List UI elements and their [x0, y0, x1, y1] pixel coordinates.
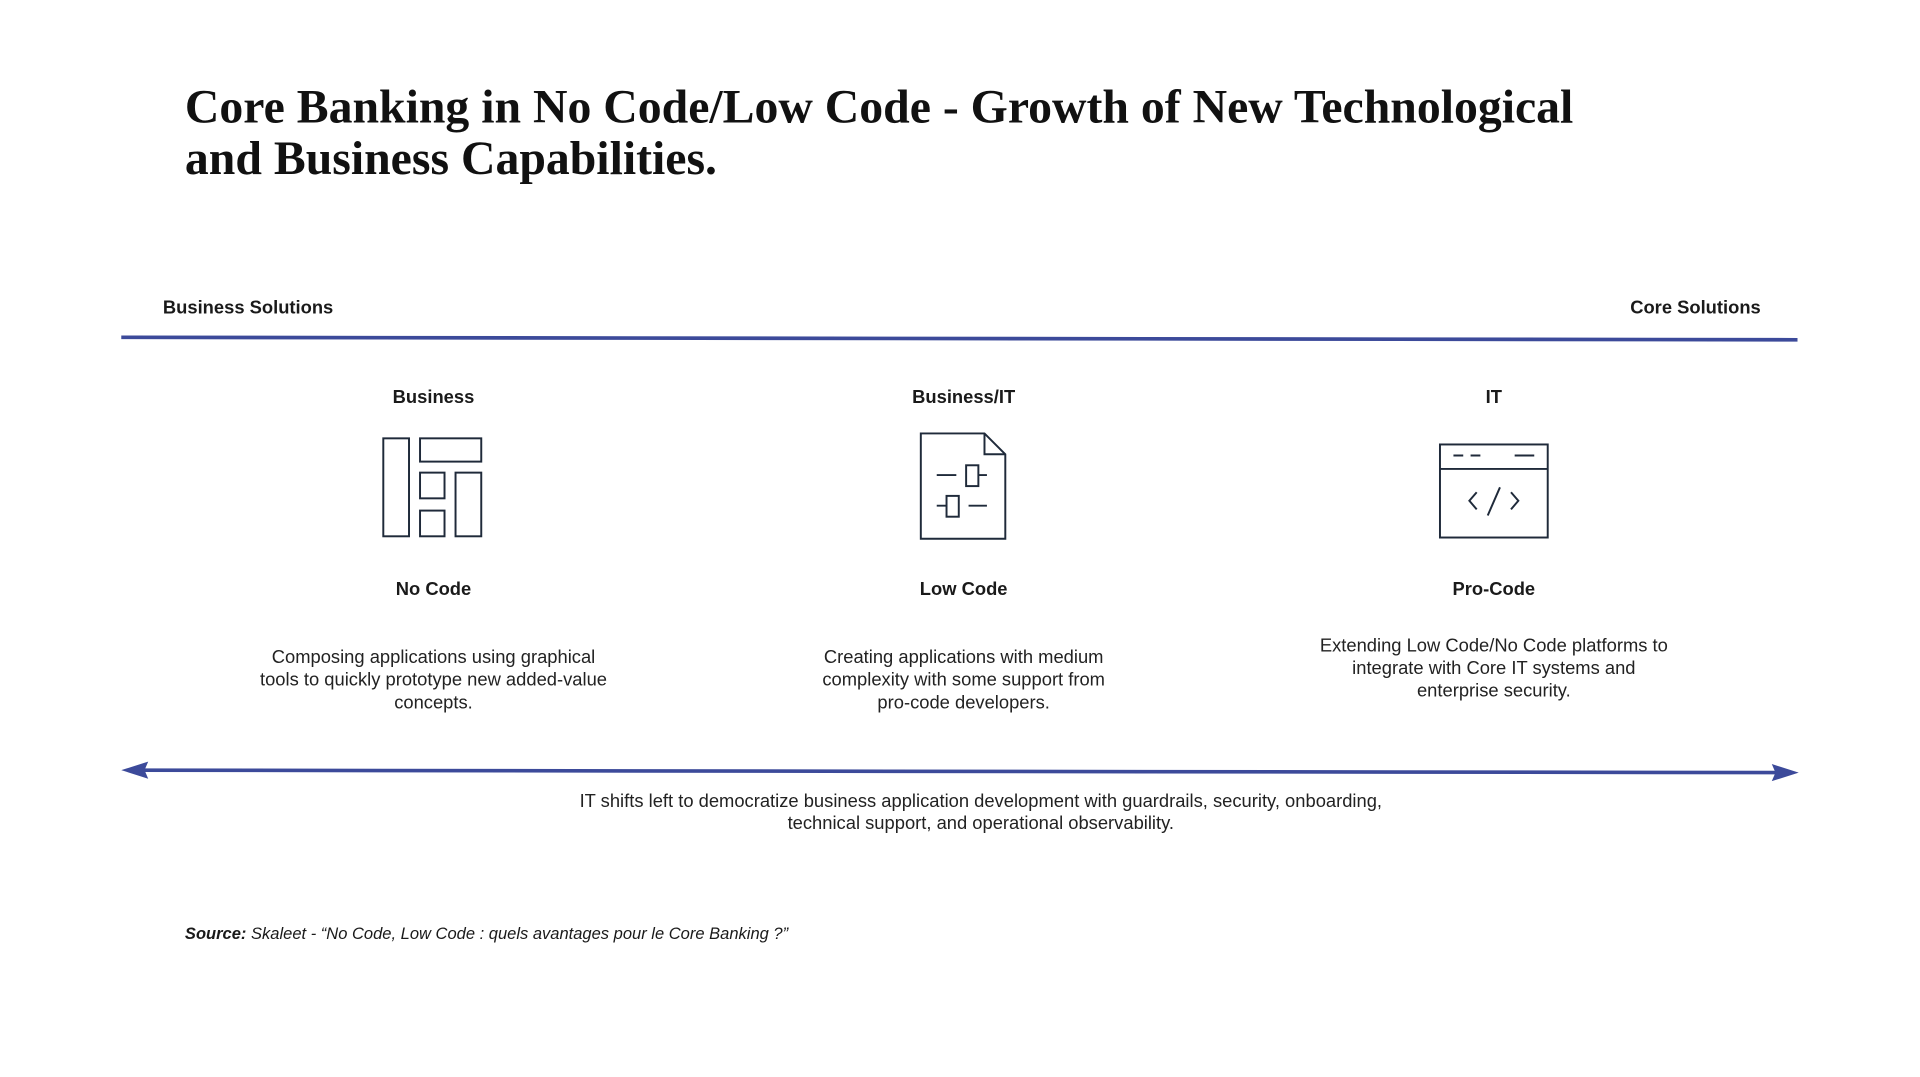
no-code-icon	[382, 437, 483, 538]
bottom-note: IT shifts left to democratize business a…	[580, 790, 1382, 811]
column-description: Extending Low Code/No Code platforms to	[1320, 634, 1668, 655]
column-name: No Code	[396, 578, 471, 599]
column-role: Business	[393, 386, 475, 407]
pro-code-icon	[1438, 443, 1549, 539]
bidirectional-arrow	[121, 761, 1799, 782]
column-description: Composing applications using graphical	[272, 646, 596, 667]
column-description: complexity with some support from	[822, 669, 1105, 690]
column-description: integrate with Core IT systems and	[1352, 657, 1635, 678]
bottom-note: technical support, and operational obser…	[788, 812, 1174, 833]
column-role: Business/IT	[912, 386, 1016, 407]
column-name: Pro-Code	[1453, 578, 1536, 599]
low-code-icon	[919, 432, 1007, 540]
column-description: tools to quickly prototype new added-val…	[260, 669, 607, 690]
right-label: Core Solutions	[1630, 296, 1761, 317]
title-line: Core Banking in No Code/Low Code - Growt…	[185, 80, 1573, 133]
source: Source: Skaleet - “No Code, Low Code : q…	[185, 924, 790, 943]
top-rule	[121, 335, 1798, 342]
column-description: enterprise security.	[1417, 680, 1571, 701]
column-name: Low Code	[920, 578, 1008, 599]
column-role: IT	[1486, 386, 1503, 407]
column-description: pro-code developers.	[877, 691, 1049, 712]
title-line: and Business Capabilities.	[185, 132, 717, 185]
column-description: Creating applications with medium	[824, 646, 1104, 667]
left-label: Business Solutions	[163, 296, 333, 317]
source-label: Source:	[185, 924, 247, 943]
column-description: concepts.	[394, 691, 473, 712]
source-text: Skaleet - “No Code, Low Code : quels ava…	[246, 924, 789, 943]
